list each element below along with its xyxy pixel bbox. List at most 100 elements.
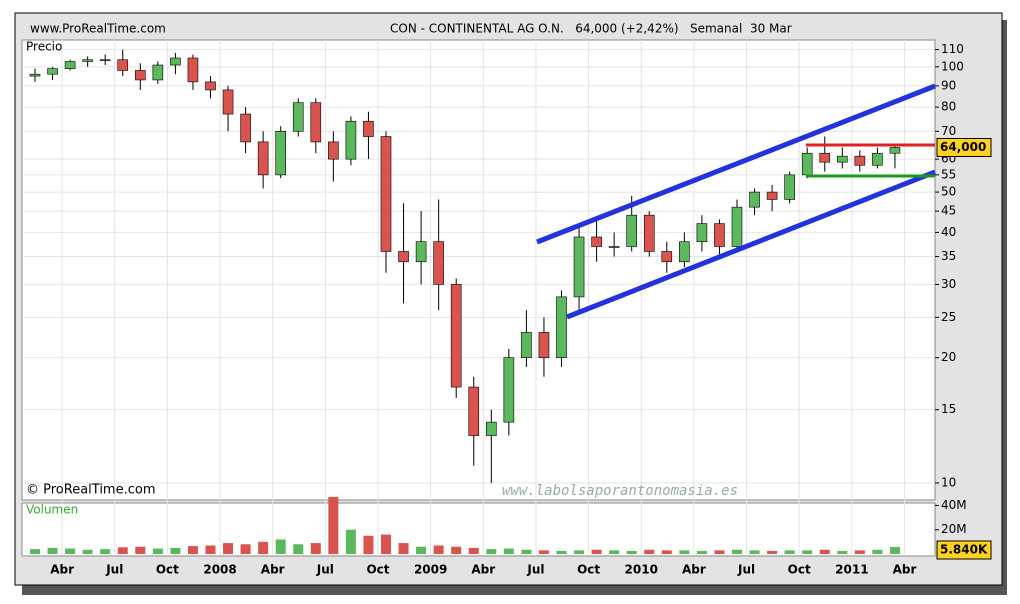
candle-body xyxy=(450,284,462,388)
candle-body xyxy=(433,241,444,285)
volume-bar xyxy=(732,549,742,554)
x-tick-label: Jul xyxy=(737,563,755,577)
volume-bar xyxy=(135,546,146,554)
x-tick-label: Jul xyxy=(526,563,544,577)
volume-bar xyxy=(328,496,339,554)
candle-body xyxy=(292,102,304,132)
volume-bar xyxy=(626,550,637,554)
volume-bar xyxy=(679,550,690,554)
candle-body xyxy=(99,59,111,62)
candle-body xyxy=(222,89,234,115)
candle-body xyxy=(503,357,515,423)
candle-body xyxy=(398,251,409,263)
price-label: 64,000 xyxy=(940,140,986,154)
x-tick-label: Jul xyxy=(316,563,334,577)
candle-body xyxy=(714,223,725,247)
volume-bar xyxy=(117,547,128,554)
candle-body xyxy=(626,214,638,247)
volume-bar xyxy=(609,550,620,554)
candle-body xyxy=(380,136,392,252)
candle-body xyxy=(521,332,532,358)
candle-body xyxy=(819,152,831,163)
candle-body xyxy=(240,113,251,143)
copyright: © ProRealTime.com xyxy=(26,483,156,498)
candle-body xyxy=(538,332,550,358)
x-tick-label: Oct xyxy=(788,563,811,577)
volume-bar xyxy=(398,543,409,554)
y-tick-label: 90 xyxy=(941,78,956,92)
candle-body xyxy=(836,155,848,163)
y-tick-label: 20M xyxy=(941,522,967,536)
candle-body xyxy=(363,120,374,137)
candle-body xyxy=(872,152,883,166)
volume-bar xyxy=(345,529,356,554)
chart-title: CON - CONTINENTAL AG O.N. 64,000 (+2,42%… xyxy=(390,22,792,36)
x-tick-label: 2009 xyxy=(414,563,447,577)
candle-body xyxy=(415,241,427,263)
volume-bar xyxy=(749,550,760,554)
volume-bar xyxy=(644,549,655,554)
volume-bar xyxy=(784,550,795,554)
candle-body xyxy=(731,206,743,247)
volume-bar xyxy=(310,543,321,554)
volume-bar xyxy=(275,539,286,554)
y-tick-label: 80 xyxy=(941,100,956,114)
x-tick-label: 2011 xyxy=(835,563,868,577)
volume-bar xyxy=(661,550,672,554)
x-tick-label: Oct xyxy=(156,563,179,577)
volume-bar xyxy=(240,544,251,554)
candle-body xyxy=(591,236,602,247)
y-tick-label: 35 xyxy=(941,249,956,263)
volume-bar xyxy=(152,548,163,554)
y-tick-label: 70 xyxy=(941,124,956,138)
volume-bar xyxy=(451,546,462,554)
candle-body xyxy=(854,155,866,166)
volume-bar xyxy=(538,550,549,554)
candle-body xyxy=(275,130,287,176)
candle-body xyxy=(784,174,795,200)
volume-bar xyxy=(889,546,900,554)
trend-line xyxy=(536,83,936,245)
volume-bar xyxy=(819,549,830,554)
y-tick-label: 55 xyxy=(941,167,956,181)
y-tick-label: 100 xyxy=(941,59,964,73)
volume-value-label: 5.840K xyxy=(940,543,988,557)
candle-body xyxy=(556,296,567,358)
candle-body xyxy=(170,57,181,66)
volume-bar xyxy=(802,550,813,554)
site: www.ProRealTime.com xyxy=(30,22,166,36)
candle-body xyxy=(679,241,690,263)
volume-bar xyxy=(416,546,427,554)
x-tick-label: Abr xyxy=(471,563,495,577)
price-box xyxy=(936,137,992,157)
candle-body xyxy=(485,421,497,436)
candle-body xyxy=(696,223,708,242)
volume-bar xyxy=(47,547,58,554)
volume-bar xyxy=(521,549,532,554)
candle-body xyxy=(205,81,216,91)
volume-bar xyxy=(30,549,40,554)
volume-bar xyxy=(82,549,93,554)
volume-bar xyxy=(854,550,865,554)
candle-body xyxy=(117,59,129,71)
volume-bar xyxy=(767,550,778,554)
y-tick-label: 15 xyxy=(941,402,956,416)
volume-bar xyxy=(381,534,391,554)
volume-bar xyxy=(872,549,883,554)
volume-bar xyxy=(696,550,707,554)
trend-line xyxy=(566,169,936,320)
candle-body xyxy=(608,246,620,248)
candle-body xyxy=(257,141,269,176)
volume-bar xyxy=(433,545,444,554)
volume-bar xyxy=(556,550,567,554)
volume-bar xyxy=(486,549,497,554)
volume-bar xyxy=(187,546,198,554)
volume-bar xyxy=(837,550,848,554)
candle-body xyxy=(328,141,339,160)
x-tick-label: Abr xyxy=(50,563,74,577)
volume-bar xyxy=(65,548,76,554)
candle-body xyxy=(29,73,41,77)
x-tick-label: Oct xyxy=(577,563,600,577)
candle-body xyxy=(643,214,655,252)
